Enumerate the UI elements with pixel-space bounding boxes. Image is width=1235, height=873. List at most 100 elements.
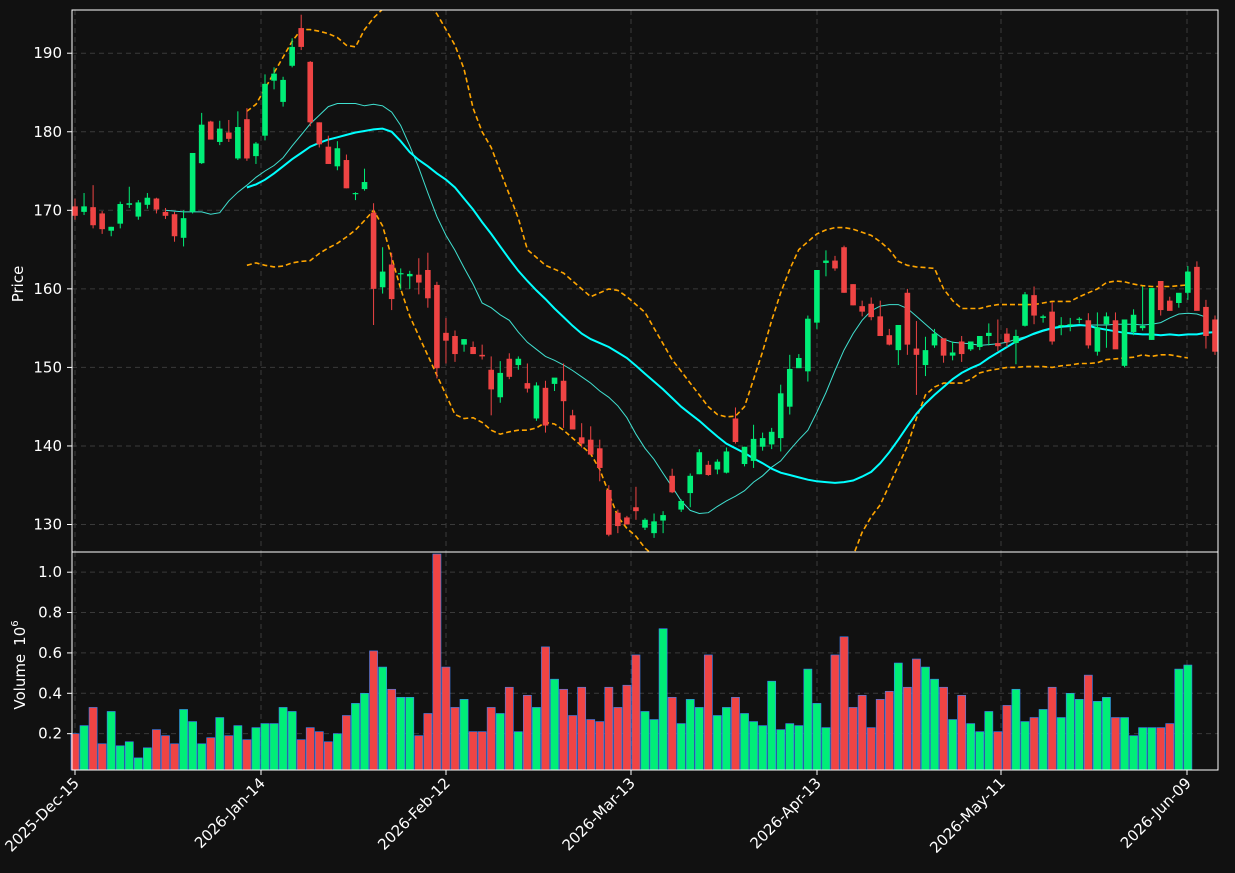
candle-body [660,515,666,521]
volume-bar [287,711,297,771]
candle-body [99,213,105,230]
volume-bar [495,713,505,771]
volume-bar [1129,735,1138,771]
candle-body [379,271,386,288]
candle-body [1094,327,1101,352]
volume-bar [79,725,89,771]
candle-body [434,284,440,369]
volume-bar [893,662,903,771]
volume-bar [115,745,125,771]
volume-bar [378,666,387,771]
volume-bar [767,680,777,771]
volume-bar [1038,709,1048,771]
candle-body [1194,266,1200,311]
candle-body [560,380,567,402]
volume-bar [423,713,433,771]
candle-body [642,519,648,528]
volume-bar [269,723,279,771]
candle-body [551,377,558,384]
candle-body [334,148,341,167]
volume-axis-label: Volume 106 [10,620,29,709]
price-tick-label: 150 [33,358,62,376]
candle-body [768,431,775,445]
volume-bar [215,717,225,771]
candle-body [280,79,286,102]
candle-body [1166,300,1173,311]
candle-body [976,335,983,347]
candle-body [370,212,377,289]
price-series [72,10,1218,552]
volume-bar [731,697,740,771]
volume-bar [803,668,813,771]
candle-body [678,500,684,510]
volume-bar [541,646,550,771]
volume-tick-label: 1.0 [38,563,62,581]
candle-body [868,303,874,318]
candle-body [461,339,467,345]
volume-bar [179,709,188,771]
candle-body [506,358,513,377]
candle-body [578,437,585,444]
candle-body [126,203,133,205]
candle-body [1203,306,1209,336]
volume-bar [1156,727,1166,771]
volume-tick-label: 0.4 [38,684,62,702]
candle-body [714,461,721,470]
candle-body [796,357,802,369]
candle-body [1031,295,1037,316]
price-tick-label: 160 [33,280,62,298]
volume-bar [1056,717,1066,771]
candle-body [651,521,657,534]
candle-body [741,446,748,465]
candle-body [352,193,359,195]
volume-bar [152,729,161,771]
volume-bar [939,686,948,771]
volume-bar [875,699,885,771]
candle-body [1212,319,1218,352]
volume-bar [912,658,921,771]
volume-bar [812,703,822,771]
volume-bar [342,715,351,771]
volume-bar [1147,727,1157,771]
volume-bar [396,697,406,771]
volume-bar [1120,717,1129,771]
volume-bar [604,686,614,771]
volume-bar [305,727,315,771]
candle-body [1085,320,1092,346]
volume-bar [1138,727,1147,771]
volume-panel-frame [71,551,1219,771]
candle-body [624,517,630,525]
volume-bar [369,650,378,771]
volume-bar [785,723,795,771]
candle-body [1022,294,1028,326]
volume-bar [251,727,261,771]
candle-body [859,306,865,312]
candle-body [931,333,938,346]
candle-body [425,270,431,299]
volume-bar [676,723,686,771]
volume-bar [776,729,786,771]
volume-bar [993,731,1003,771]
bollinger-lower-line [246,208,1189,552]
volume-bar [740,713,749,771]
volume-bar [622,684,632,771]
volume-axis-label-text: Volume [11,654,29,710]
candle-body [696,452,703,475]
candle-body [606,489,612,535]
volume-bar [903,686,912,771]
candle-body [497,372,504,398]
candle-body [171,214,178,237]
volume-bar [161,735,170,771]
candle-body [524,383,531,389]
candle-body [542,387,549,426]
candle-body [1185,271,1191,293]
bollinger-upper-line [246,10,1188,418]
volume-axis-exponent-base: 10 [11,627,29,646]
candle-body [1139,325,1146,329]
volume-bar [884,690,894,771]
candle-body [307,61,314,123]
price-marks-clipped [72,10,1218,552]
candle-body [841,247,847,293]
volume-bar [486,707,496,771]
volume-bar [224,735,234,771]
